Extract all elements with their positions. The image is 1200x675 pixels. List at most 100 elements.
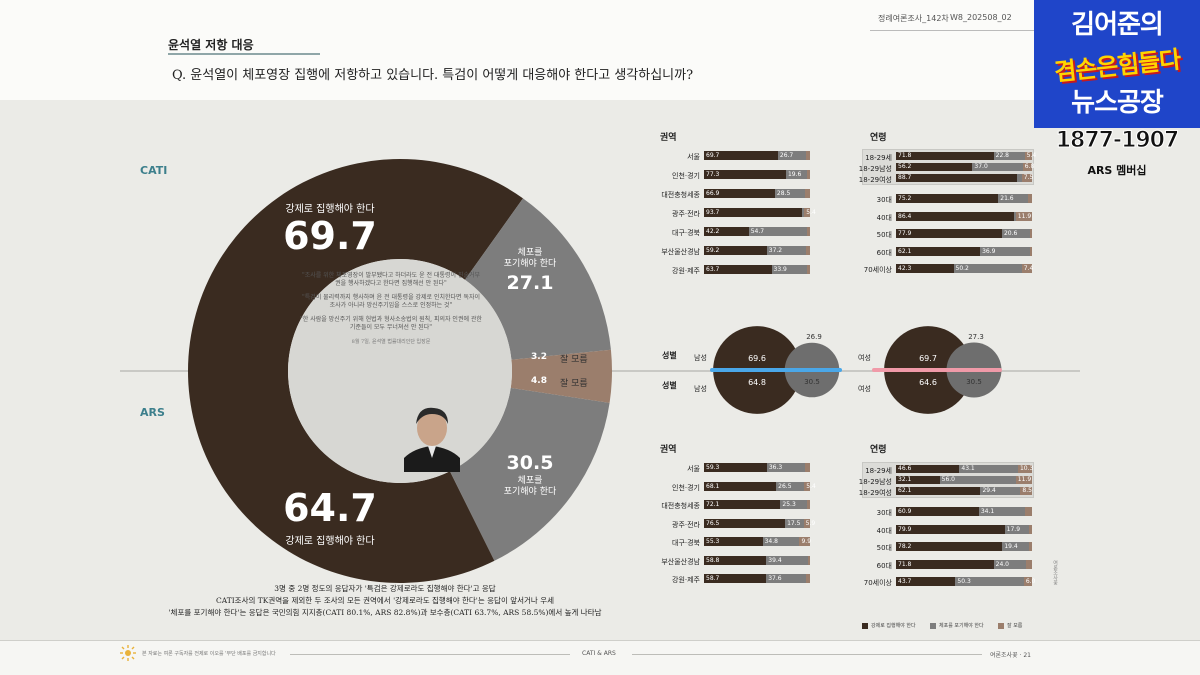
- cati-give-label2: 포기해야 한다: [503, 259, 557, 269]
- age-cati-row-label: 40대: [876, 213, 892, 222]
- phone-number: 1877-1907: [1055, 128, 1180, 154]
- region-ars-row-label: 인천·경기: [672, 483, 700, 492]
- region-cati-bar: 66.9 28.5: [704, 189, 810, 198]
- region-ars-bar: 58.8 39.4: [704, 555, 810, 565]
- legend-swatch-give: [930, 622, 936, 629]
- region-cati-row-label: 부산울산경남: [661, 248, 700, 256]
- method-label-ars: ARS: [140, 406, 165, 419]
- age-ars-row-label: 70세이상: [863, 579, 892, 587]
- age-ars-bar: 71.8 24.0: [896, 559, 1032, 569]
- age-cati-bar: 62.1 36.9: [896, 246, 1032, 256]
- age-ars-bar: 60.9 34.1: [896, 507, 1032, 516]
- female-label-cati: 여성: [858, 354, 871, 362]
- region-cati-row-label: 인천·경기: [672, 172, 700, 180]
- age-cati-seg-c: 6.8: [1022, 163, 1035, 171]
- age-ars-seg-c: [1029, 524, 1032, 534]
- age-ars-seg-c: 6.0: [1023, 577, 1036, 586]
- region-ars-row-label: 대전충청세종: [661, 502, 700, 510]
- ars-give-value: 30.5: [506, 452, 554, 474]
- age-cati-bar: 77.9 20.6: [896, 229, 1032, 238]
- region-cati-seg-a: 93.7: [704, 208, 803, 217]
- footer-band: [0, 640, 1200, 675]
- age-cati-row-label: 18-29여성: [858, 176, 892, 184]
- region-cati-seg-c: [807, 265, 810, 274]
- ars-force-label: 강제로 집행해야 한다: [285, 536, 375, 547]
- age-cati-seg-b: 50.2: [953, 264, 1022, 273]
- region-cati-seg-a: 59.2: [704, 246, 767, 255]
- ars-force-value: 64.7: [283, 486, 377, 530]
- footer-page: 여론조사꽃 · 21: [990, 652, 1031, 659]
- summary-line-2: CATI조사의 TK권역을 제외한 두 조사의 모든 권역에서 '강제로라도 집…: [215, 596, 555, 605]
- age-ars-row-label: 30대: [876, 509, 892, 517]
- age-ars-seg-b: 50.3: [955, 577, 1024, 586]
- age-ars-row-label: 50대: [876, 544, 892, 552]
- legend-swatch-force: [862, 622, 868, 629]
- region-cati-seg-a: 66.9: [704, 189, 775, 198]
- region-cati-seg-c: 5.4: [804, 208, 816, 217]
- region-ars-seg-b: 26.5: [776, 481, 805, 491]
- age-ars-seg-b: 19.4: [1002, 542, 1029, 551]
- age-cati-bar: 56.2 37.0 6.8: [896, 163, 1035, 171]
- region-ars-seg-c: [807, 500, 810, 509]
- region-ars-row-label: 대구·경북: [672, 539, 700, 547]
- portrait-image: [404, 407, 460, 472]
- header-rule: [870, 30, 1040, 31]
- age-cati-seg-c: 7.5: [1021, 174, 1034, 182]
- age-ars-seg-c: 8.5: [1020, 487, 1032, 495]
- age-ars-seg-b: 29.4: [980, 487, 1021, 495]
- male-label-cati: 남성: [694, 354, 707, 362]
- quote-source: 8월 7일, 윤석열 법률대리인단 입장문: [351, 339, 431, 345]
- region-cati-seg-b: 26.7: [777, 151, 807, 160]
- channel-logo: 김어준의 겸손은힘들다 뉴스공장: [1034, 0, 1200, 128]
- age-ars-seg-c: [1026, 559, 1032, 569]
- legend-label-force: 강제로 집행해야 한다: [871, 623, 916, 629]
- region-cati-seg-c: [806, 170, 810, 179]
- region-cati-seg-c: [806, 151, 810, 160]
- age-ars-bar: 43.7 50.3 6.0: [896, 577, 1036, 586]
- age-cati-seg-c: [1030, 246, 1032, 256]
- age-cati-row-label: 18-29세: [865, 154, 892, 162]
- cati-give-label1: 체포를: [517, 248, 543, 258]
- age-ars-seg-b: 34.1: [978, 507, 1026, 516]
- female-give-cati: 27.3: [968, 333, 984, 341]
- sun-logo-icon: [120, 645, 136, 661]
- region-cati-bar: 63.7 33.9: [704, 265, 810, 274]
- region-ars-bar: 76.5 17.5 5.9: [704, 518, 815, 528]
- age-ars-seg-c: 10.3: [1017, 465, 1034, 473]
- cati-force-value: 69.7: [283, 214, 377, 258]
- legend-swatch-dk: [998, 622, 1004, 629]
- region-cati-bar: 42.2 54.7: [704, 227, 810, 236]
- age-cati-seg-b: 22.8: [993, 152, 1025, 160]
- age-ars-seg-b: 24.0: [993, 559, 1027, 569]
- region-ars-seg-a: 72.1: [704, 500, 781, 509]
- logo-line-1: 김어준의: [1071, 10, 1164, 40]
- region-cati-seg-a: 77.3: [704, 170, 786, 179]
- age-cati-seg-b: 21.6: [998, 194, 1028, 203]
- region-cati-bar: 69.7 26.7: [704, 151, 810, 160]
- female-force-cati: 69.7: [919, 354, 937, 363]
- region-cati-row-label: 서울: [687, 153, 700, 161]
- quote-1: "조사를 위한 체포영장이 발부됐다고 하더라도 윤 전 대통령이 진술거부권을…: [301, 272, 481, 287]
- region-ars-seg-a: 55.3: [704, 537, 763, 546]
- age-cati-seg-c: 7.4: [1021, 264, 1034, 273]
- age-ars-bar: 62.1 29.4 8.5: [896, 487, 1032, 495]
- age-ars-bar: 32.1 56.0 11.9: [896, 476, 1032, 484]
- region-cati-seg-b: 37.2: [766, 246, 807, 255]
- age-ars-row-label: 18-29남성: [858, 478, 892, 486]
- age-cati-bar: 42.3 50.2 7.4: [896, 264, 1034, 273]
- summary-line-1: 3명 중 2명 정도의 응답자가 '특검은 강제로라도 집행해야 한다'고 응답: [274, 584, 496, 593]
- legend-label-give: 체포를 포기해야 한다: [939, 623, 984, 629]
- logo-line-3: 뉴스공장: [1071, 88, 1164, 118]
- age-cati-seg-b: 20.6: [1001, 229, 1030, 238]
- male-force-ars: 64.8: [748, 378, 766, 387]
- female-force-ars: 64.6: [919, 378, 937, 387]
- age-cati-seg-b: 36.9: [980, 246, 1030, 256]
- age-cati-seg-c: 11.9: [1015, 211, 1032, 221]
- cati-force-label: 강제로 집행해야 한다: [285, 204, 375, 215]
- donut-cati: [188, 158, 612, 371]
- legend-label-dk: 잘 모름: [1007, 623, 1023, 629]
- region-cati-seg-a: 42.2: [704, 227, 749, 236]
- age-cati-title: 연령: [870, 133, 887, 143]
- legend-give: 체포를 포기해야 한다: [930, 622, 984, 629]
- ars-give-label2: 포기해야 한다: [503, 487, 557, 497]
